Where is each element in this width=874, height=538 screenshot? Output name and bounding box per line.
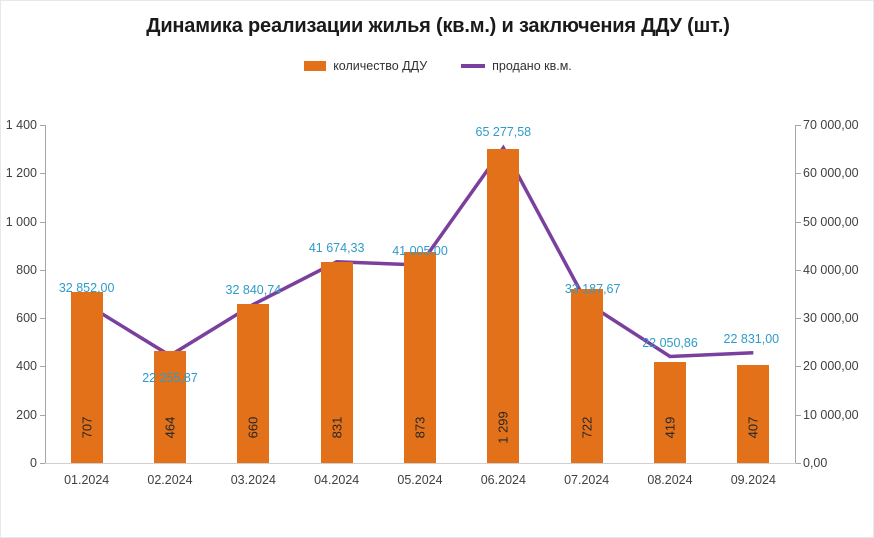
line-value-label: 33 187,67 [564, 281, 621, 296]
x-axis-label-09.2024: 09.2024 [730, 473, 776, 487]
y-axis-left-tick-label: 800 [16, 262, 37, 277]
y-axis-left-tick [40, 366, 45, 368]
line-value-label: 22 050,86 [642, 335, 698, 350]
legend-item-bars-label: количество ДДУ [333, 59, 428, 73]
y-axis-left-line [45, 125, 46, 464]
x-axis-label-01.2024: 01.2024 [64, 473, 110, 487]
line-value-label: 41 674,33 [308, 240, 365, 255]
line-value-label: 41 005,00 [392, 244, 448, 258]
bar-value-label: 831 [329, 416, 345, 439]
y-axis-left-tick [40, 463, 45, 464]
y-axis-left-tick-label: 200 [16, 407, 37, 422]
line-value-label: 32 840,74 [225, 283, 282, 298]
line-value-label: 22 831,00 [723, 331, 780, 346]
y-axis-right-tick-label: 70 000,00 [803, 118, 859, 132]
x-axis-label-08.2024: 08.2024 [647, 473, 693, 487]
y-axis-right-tick [796, 318, 801, 320]
bar-02.2024[interactable]: 464 [154, 350, 186, 463]
chart-legend: количество ДДУ продано кв.м. [1, 59, 873, 73]
bar-04.2024[interactable]: 831 [320, 262, 353, 463]
legend-item-line[interactable]: продано кв.м. [461, 59, 572, 73]
bar-value-label: 419 [662, 416, 678, 439]
x-axis-label-04.2024: 04.2024 [314, 473, 360, 487]
bar-value-label: 464 [162, 416, 178, 439]
legend-item-bars[interactable]: количество ДДУ [304, 59, 427, 73]
legend-item-line-label: продано кв.м. [492, 59, 572, 73]
y-axis-left-tick-label: 0 [30, 456, 37, 470]
x-axis-label-06.2024: 06.2024 [480, 473, 526, 487]
bar-value-label: 722 [579, 416, 595, 439]
y-axis-right-tick-label: 0,00 [803, 456, 828, 470]
y-axis-right-tick-label: 50 000,00 [803, 214, 859, 229]
bar-06.2024[interactable]: 1 299 [487, 149, 520, 463]
x-axis-label-03.2024: 03.2024 [230, 473, 276, 487]
y-axis-left-tick-label: 1 200 [5, 166, 37, 181]
y-axis-right-tick [796, 173, 801, 175]
y-axis-left-tick [40, 414, 45, 416]
bar-03.2024[interactable]: 660 [237, 303, 270, 463]
x-axis-label-02.2024: 02.2024 [147, 473, 193, 487]
bar-05.2024[interactable]: 873 [404, 252, 436, 463]
y-axis-left-labels: 0 200 400 600 800 1 000 1 200 1 400 [1, 118, 37, 470]
plot-area: 707 464 660 831 873 1 299 722 419 407 32 852,00 22… [45, 125, 795, 463]
line-value-label: 65 277,58 [475, 124, 532, 139]
y-axis-left-tick-label: 1 000 [5, 214, 37, 229]
bar-value-label: 707 [79, 416, 95, 439]
y-axis-right-tick-label: 60 000,00 [803, 166, 859, 181]
x-axis-category-labels: 01.2024 02.2024 03.2024 04.2024 05.2024 06.20… [45, 473, 795, 495]
line-value-label: 22 255,87 [142, 370, 198, 385]
y-axis-right-tick [796, 125, 801, 126]
chart-title: Динамика реализации жилья (кв.м.) и закл… [146, 15, 730, 37]
y-axis-left-tick [40, 221, 45, 223]
y-axis-right-tick [796, 463, 801, 464]
y-axis-left-tick-label: 600 [16, 311, 37, 326]
bar-value-label: 1 299 [495, 411, 511, 444]
y-axis-left-tick [40, 173, 45, 175]
y-axis-left-tick-label: 400 [16, 359, 37, 374]
y-axis-right-tick-label: 20 000,00 [803, 359, 859, 374]
x-axis-label-05.2024: 05.2024 [397, 473, 443, 487]
bar-swatch-icon [304, 61, 327, 71]
y-axis-right-tick [796, 414, 801, 416]
y-axis-left-tick [40, 125, 45, 126]
y-axis-right-tick-label: 30 000,00 [803, 311, 859, 326]
bar-value-label: 407 [745, 416, 761, 439]
bar-value-label: 873 [412, 416, 428, 439]
bar-08.2024[interactable]: 419 [654, 361, 686, 463]
bar-01.2024[interactable]: 707 [70, 292, 103, 463]
y-axis-right-line [795, 125, 796, 464]
y-axis-left-tick-label: 1 400 [5, 118, 37, 132]
y-axis-right-labels: 0,00 10 000,00 20 000,00 30 000,00 40 000,00… [803, 118, 873, 470]
line-swatch-icon [461, 64, 486, 68]
y-axis-left-tick [40, 269, 45, 271]
y-axis-right-tick [796, 221, 801, 223]
y-axis-left-tick [40, 318, 45, 320]
x-axis-label-07.2024: 07.2024 [564, 473, 610, 487]
y-axis-right-tick [796, 269, 801, 271]
y-axis-right-tick-label: 40 000,00 [803, 262, 859, 277]
y-axis-right-tick-label: 10 000,00 [803, 407, 859, 422]
bar-value-label: 660 [245, 416, 261, 439]
line-value-label: 32 852,00 [58, 281, 115, 296]
y-axis-right-tick [796, 366, 801, 368]
x-axis-line [45, 463, 796, 464]
bar-09.2024[interactable]: 407 [737, 364, 770, 463]
bar-07.2024[interactable]: 722 [570, 288, 603, 463]
